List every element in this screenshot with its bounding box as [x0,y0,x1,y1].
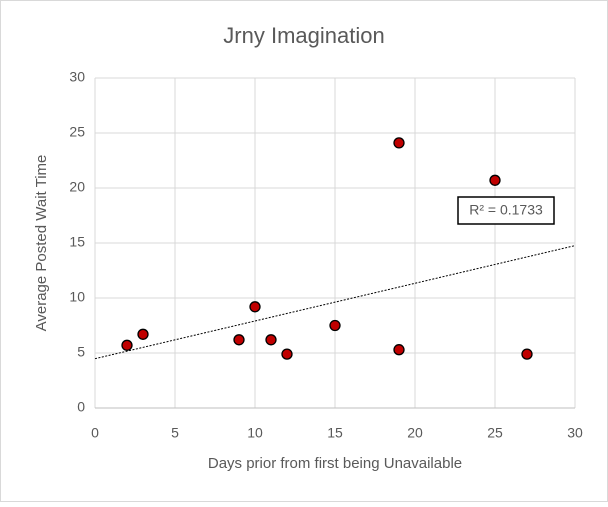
point [329,319,341,332]
x-tick-label: 30 [567,425,583,441]
point [233,334,245,346]
point [393,344,405,356]
y-tick-label: 10 [69,289,85,305]
y-axis-title: Average Posted Wait Time [33,155,50,332]
y-tick-label: 5 [77,344,85,360]
y-tick-label: 20 [69,179,85,195]
point [521,348,533,360]
x-tick-label: 20 [407,425,423,441]
plot [94,137,576,360]
chart-title: Jrny Imagination [223,23,384,48]
annotation: R² = 0.1733 [469,202,543,218]
point [137,328,149,340]
y-tick-label: 0 [77,399,85,415]
y-tick-label: 25 [69,124,85,140]
y-tick-label: 15 [69,234,85,250]
point [249,301,261,313]
y-tick-label: 30 [69,69,85,85]
point [121,339,133,351]
grid [94,77,576,409]
x-tick-label: 10 [247,425,263,441]
x-tick-label: 25 [487,425,503,441]
point [489,174,501,186]
x-tick-label: 15 [327,425,343,441]
trendline [94,245,576,360]
annotation-box [457,196,555,225]
point [265,334,277,346]
point [393,137,405,149]
point [281,348,293,360]
x-tick-label: 5 [171,425,179,441]
x-axis-title: Days prior from first being Unavailable [208,455,462,472]
x-tick-label: 0 [91,425,99,441]
